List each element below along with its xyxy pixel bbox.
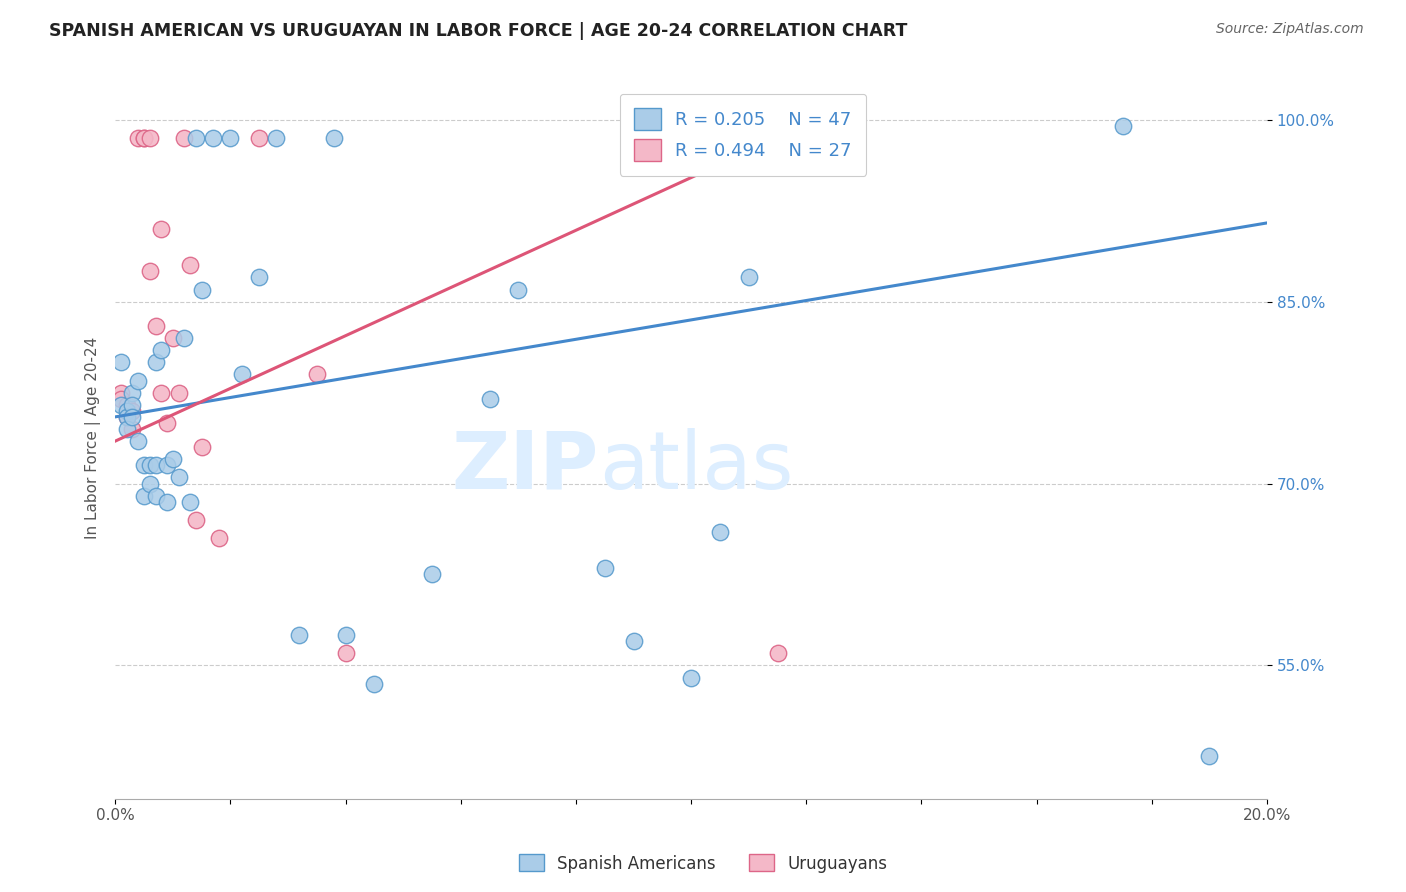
Point (231, 368, 253, 382)
Point (132, 131, 155, 145)
Point (121, 404, 143, 418)
Point (323, 131, 346, 145)
Point (156, 416, 179, 430)
Point (156, 458, 179, 473)
Point (266, 131, 288, 145)
Point (115, 409, 138, 424)
Point (173, 331, 195, 345)
Point (162, 331, 184, 345)
Point (115, 409, 138, 424)
Point (150, 343, 173, 358)
Point (132, 458, 155, 473)
Point (132, 489, 155, 503)
Point (127, 374, 149, 388)
Point (420, 567, 443, 582)
Point (167, 385, 190, 400)
Point (145, 489, 167, 503)
Point (335, 628, 357, 642)
Text: ZIP: ZIP (451, 428, 599, 506)
Point (115, 398, 138, 412)
Point (766, 646, 789, 660)
Point (115, 422, 138, 436)
Point (190, 440, 212, 454)
Text: Source: ZipAtlas.com: Source: ZipAtlas.com (1216, 22, 1364, 37)
Point (121, 422, 143, 436)
Point (1198, 749, 1220, 764)
Point (139, 476, 162, 491)
Point (173, 131, 195, 145)
Point (121, 385, 143, 400)
Point (623, 634, 645, 648)
Point (150, 222, 173, 236)
Point (738, 131, 761, 145)
Point (121, 398, 143, 412)
Point (110, 398, 132, 412)
Point (167, 470, 190, 484)
Point (208, 531, 231, 545)
Point (738, 270, 761, 285)
Point (190, 283, 212, 297)
Point (593, 561, 616, 575)
Point (115, 404, 138, 418)
Text: atlas: atlas (599, 428, 793, 506)
Point (132, 131, 155, 145)
Point (651, 131, 673, 145)
Point (247, 270, 270, 285)
Point (127, 131, 149, 145)
Text: SPANISH AMERICAN VS URUGUAYAN IN LABOR FORCE | AGE 20-24 CORRELATION CHART: SPANISH AMERICAN VS URUGUAYAN IN LABOR F… (49, 22, 908, 40)
Point (219, 131, 242, 145)
Point (179, 258, 201, 272)
Point (288, 628, 311, 642)
Point (110, 355, 132, 369)
Point (139, 131, 162, 145)
Point (179, 494, 201, 508)
Point (127, 434, 149, 449)
Point (145, 318, 167, 333)
Point (184, 131, 207, 145)
Point (1112, 119, 1135, 133)
Point (681, 671, 703, 685)
Point (110, 385, 132, 400)
Point (508, 283, 530, 297)
Point (709, 524, 731, 539)
Point (150, 385, 173, 400)
Point (145, 355, 167, 369)
Legend: R = 0.205    N = 47, R = 0.494    N = 27: R = 0.205 N = 47, R = 0.494 N = 27 (620, 94, 866, 176)
Point (156, 494, 179, 508)
Point (162, 452, 184, 467)
Point (110, 392, 132, 406)
Point (247, 131, 270, 145)
Point (145, 458, 167, 473)
Point (139, 264, 162, 278)
Point (139, 458, 162, 473)
Point (335, 646, 357, 660)
Legend: Spanish Americans, Uruguayans: Spanish Americans, Uruguayans (512, 847, 894, 880)
Point (305, 368, 328, 382)
Point (184, 513, 207, 527)
Point (202, 131, 225, 145)
Point (121, 409, 143, 424)
Point (478, 392, 501, 406)
Y-axis label: In Labor Force | Age 20-24: In Labor Force | Age 20-24 (86, 337, 101, 540)
Point (363, 676, 385, 690)
Point (766, 131, 789, 145)
